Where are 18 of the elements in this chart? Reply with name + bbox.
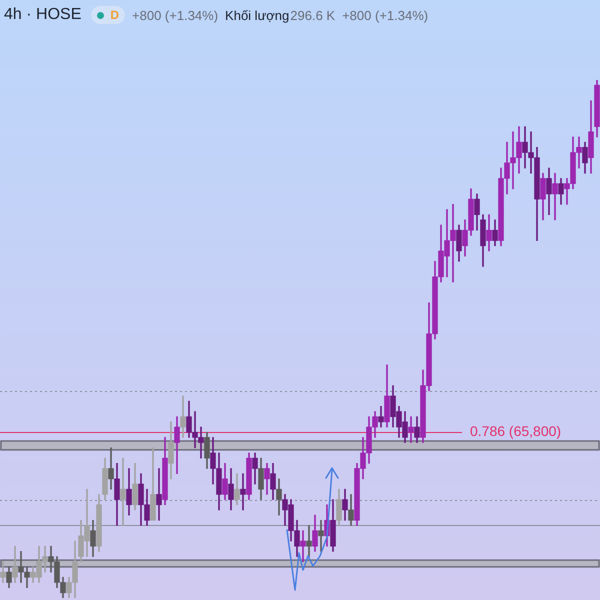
candlestick	[180, 396, 186, 438]
annotation: 0.786 (65,800)	[470, 423, 562, 440]
candlestick	[318, 520, 324, 552]
candlestick	[156, 468, 162, 521]
text: +800 (+1.34%)	[132, 8, 218, 22]
text: D	[110, 8, 120, 22]
candlestick	[552, 172, 558, 220]
text: +800 (+1.34%)	[342, 8, 428, 22]
text: Khối lượng	[225, 8, 290, 22]
candlestick	[408, 416, 414, 443]
candlestick	[0, 561, 6, 583]
candlestick	[240, 473, 246, 510]
candlestick	[378, 406, 384, 428]
candlestick	[300, 530, 306, 562]
candlestick	[120, 458, 126, 526]
text: 296.6 K	[290, 8, 336, 22]
chart-title: 4h · HOSE	[4, 6, 82, 24]
candlestick	[306, 525, 312, 557]
